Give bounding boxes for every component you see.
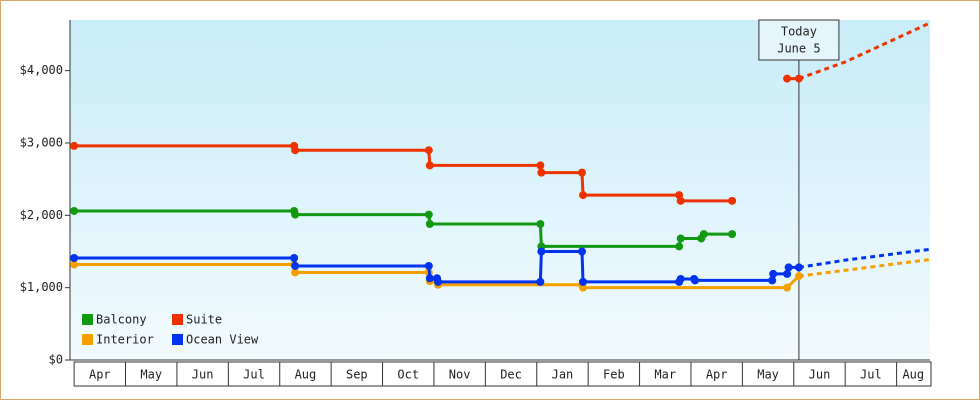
point — [70, 141, 79, 150]
point — [769, 269, 778, 278]
legend-label: Suite — [186, 313, 222, 327]
x-tick-label: Aug — [295, 368, 317, 382]
point — [675, 242, 684, 251]
point — [291, 210, 300, 219]
x-tick-label: Jun — [809, 368, 831, 382]
x-tick-label: Jul — [860, 368, 882, 382]
point — [768, 276, 777, 285]
point — [425, 220, 434, 228]
point — [425, 161, 434, 170]
point — [794, 263, 803, 272]
today-label: June 5 — [777, 42, 820, 56]
x-tick-label: May — [757, 368, 779, 382]
point — [70, 260, 79, 269]
y-tick-label: $2,000 — [20, 208, 63, 222]
point — [291, 146, 300, 155]
point — [424, 146, 433, 155]
x-tick-label: Apr — [706, 368, 728, 382]
point — [424, 210, 433, 219]
point — [424, 261, 433, 270]
plot-area — [70, 20, 930, 360]
y-tick-label: $3,000 — [20, 135, 63, 149]
point — [784, 263, 793, 272]
legend-label: Balcony — [96, 313, 147, 327]
x-tick-label: May — [140, 368, 162, 382]
today-label: Today — [781, 25, 817, 39]
legend-swatch — [172, 334, 183, 345]
x-tick-label: Apr — [89, 368, 111, 382]
point — [536, 277, 545, 286]
x-tick-label: Jun — [192, 368, 214, 382]
y-tick-label: $1,000 — [20, 280, 63, 294]
point — [783, 269, 792, 278]
x-tick-label: Dec — [500, 368, 522, 382]
x-tick-label: Nov — [449, 368, 471, 382]
point — [577, 247, 586, 256]
point — [691, 276, 700, 285]
point — [577, 168, 586, 177]
point — [728, 230, 737, 239]
point — [676, 274, 685, 283]
today-box — [758, 19, 840, 61]
forecast-line — [798, 21, 931, 81]
point — [434, 277, 443, 286]
point — [70, 206, 79, 215]
point — [537, 247, 546, 256]
x-tick-label: Mar — [654, 368, 676, 382]
point — [794, 74, 803, 83]
legend-swatch — [172, 314, 183, 325]
y-tick-label: $0 — [49, 353, 63, 367]
point — [728, 196, 737, 205]
point — [425, 274, 434, 283]
forecast-line — [798, 257, 931, 278]
point — [579, 191, 588, 200]
point — [70, 254, 79, 262]
point — [536, 161, 545, 170]
x-tick-label: Aug — [902, 368, 924, 382]
point — [794, 272, 803, 281]
x-tick-label: Sep — [346, 368, 368, 382]
point — [783, 283, 792, 292]
point — [676, 196, 685, 205]
point — [291, 268, 300, 277]
point — [699, 230, 708, 239]
legend-label: Interior — [96, 333, 154, 347]
point — [536, 220, 545, 228]
x-tick-label: Feb — [603, 368, 625, 382]
point — [783, 74, 792, 83]
point — [579, 277, 588, 286]
legend-swatch — [82, 334, 93, 345]
y-tick-label: $4,000 — [20, 63, 63, 77]
point — [290, 254, 299, 262]
legend-swatch — [82, 314, 93, 325]
point — [579, 283, 588, 292]
legend-label: Ocean View — [186, 333, 259, 347]
x-tick-label: Jul — [243, 368, 265, 382]
x-axis-band — [73, 361, 932, 387]
point — [537, 168, 546, 177]
point — [676, 234, 685, 243]
forecast-line — [798, 247, 931, 269]
x-tick-label: Jan — [552, 368, 574, 382]
point — [291, 261, 300, 270]
x-tick-label: Oct — [397, 368, 419, 382]
